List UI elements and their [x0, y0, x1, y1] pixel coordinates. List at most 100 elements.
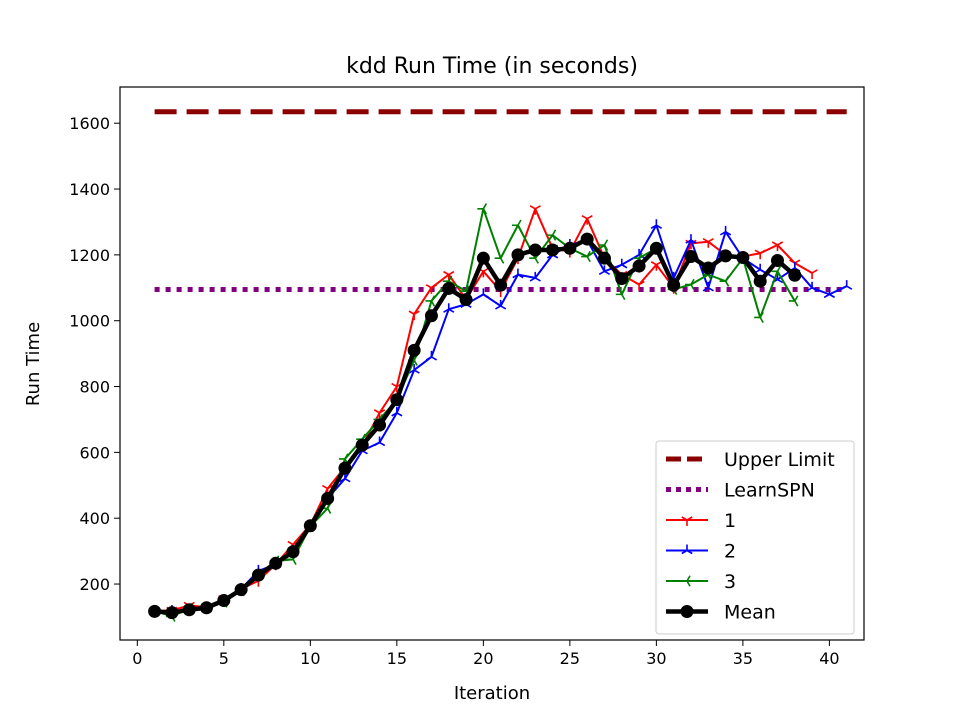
data-point [598, 239, 609, 251]
data-point [702, 281, 714, 292]
data-point [494, 278, 508, 292]
data-point [597, 251, 611, 265]
y-axis-label: Run Time [23, 322, 44, 406]
data-point [529, 271, 541, 282]
data-point [823, 288, 836, 299]
data-point [165, 606, 179, 620]
legend-label: 3 [724, 571, 736, 593]
data-point [701, 261, 715, 275]
y-tick-label: 1600 [69, 114, 110, 133]
data-point [684, 250, 698, 264]
y-tick-label: 400 [79, 509, 110, 528]
data-point [251, 568, 265, 582]
data-point [424, 309, 438, 323]
data-point [425, 350, 438, 361]
legend-entry: 3 [666, 571, 736, 593]
data-point [719, 225, 732, 236]
data-point [321, 491, 335, 505]
data-point [633, 280, 645, 291]
data-point [771, 265, 782, 277]
data-point [529, 205, 541, 215]
data-point [511, 248, 525, 262]
data-point [598, 265, 611, 276]
legend: Upper Limit LearnSPN 1 2 3 Mean [655, 440, 855, 635]
y-tick-label: 600 [79, 443, 110, 462]
data-point [806, 269, 818, 279]
data-point [234, 583, 248, 597]
x-tick-label: 40 [819, 649, 839, 668]
legend-box [655, 440, 855, 635]
data-point [303, 519, 317, 533]
plot-frame [119, 86, 865, 641]
data-point [425, 295, 436, 307]
data-point [528, 243, 542, 257]
legend-entry: 2 [666, 541, 736, 563]
y-tick-label: 1400 [69, 180, 110, 199]
data-point [719, 275, 730, 287]
data-point [788, 295, 799, 307]
x-tick-label: 15 [387, 649, 407, 668]
data-point [407, 343, 421, 357]
legend-entry: Upper Limit [666, 449, 835, 471]
data-point [615, 272, 629, 286]
data-point [770, 253, 784, 267]
x-tick-label: 20 [473, 649, 493, 668]
x-tick-label: 30 [646, 649, 666, 668]
legend-entry: 1 [666, 510, 736, 532]
data-point [616, 258, 628, 269]
plot-area [148, 109, 853, 622]
x-axis-label: Iteration [454, 683, 530, 704]
data-point [443, 303, 455, 313]
legend-entry: LearnSPN [666, 480, 815, 502]
data-point [754, 311, 764, 324]
data-point [269, 556, 283, 570]
data-point [736, 251, 750, 265]
data-point [563, 241, 577, 255]
x-axis: 0 5 10 15 20 25 30 35 40 [132, 640, 840, 668]
data-point [771, 241, 784, 251]
legend-entry: Mean [666, 602, 776, 624]
data-point [373, 418, 387, 432]
legend-marker [681, 544, 693, 555]
data-point [373, 436, 386, 447]
data-point [148, 604, 162, 618]
data-point [581, 214, 593, 225]
legend-label: 1 [724, 510, 736, 532]
data-point [685, 234, 697, 244]
data-point [806, 281, 818, 292]
y-tick-label: 1200 [69, 246, 110, 265]
legend-marker [681, 516, 693, 526]
data-point [200, 601, 214, 615]
data-point [217, 594, 231, 607]
x-tick-label: 10 [300, 649, 320, 668]
data-point [667, 278, 681, 292]
data-point [495, 299, 507, 310]
data-point [338, 461, 352, 475]
x-tick-label: 5 [219, 649, 229, 668]
data-point [459, 293, 473, 307]
data-point [355, 438, 369, 452]
series-mean [148, 232, 802, 620]
y-tick-label: 200 [79, 575, 110, 594]
data-point [494, 252, 505, 264]
data-point [477, 203, 488, 215]
data-point [753, 274, 767, 288]
data-point [702, 238, 714, 248]
data-point [580, 232, 594, 246]
data-point [442, 281, 456, 295]
data-point [788, 268, 802, 282]
data-point [754, 249, 766, 260]
legend-label: 2 [724, 541, 736, 563]
data-point [546, 229, 557, 241]
data-point [425, 284, 438, 294]
data-point [841, 280, 853, 290]
data-point [546, 243, 560, 257]
legend-label: Upper Limit [724, 449, 835, 471]
data-point [286, 545, 300, 559]
legend-label: Mean [724, 602, 776, 624]
data-point [511, 219, 522, 231]
data-point [650, 219, 662, 229]
data-point [684, 278, 695, 291]
y-tick-label: 1000 [69, 312, 110, 331]
